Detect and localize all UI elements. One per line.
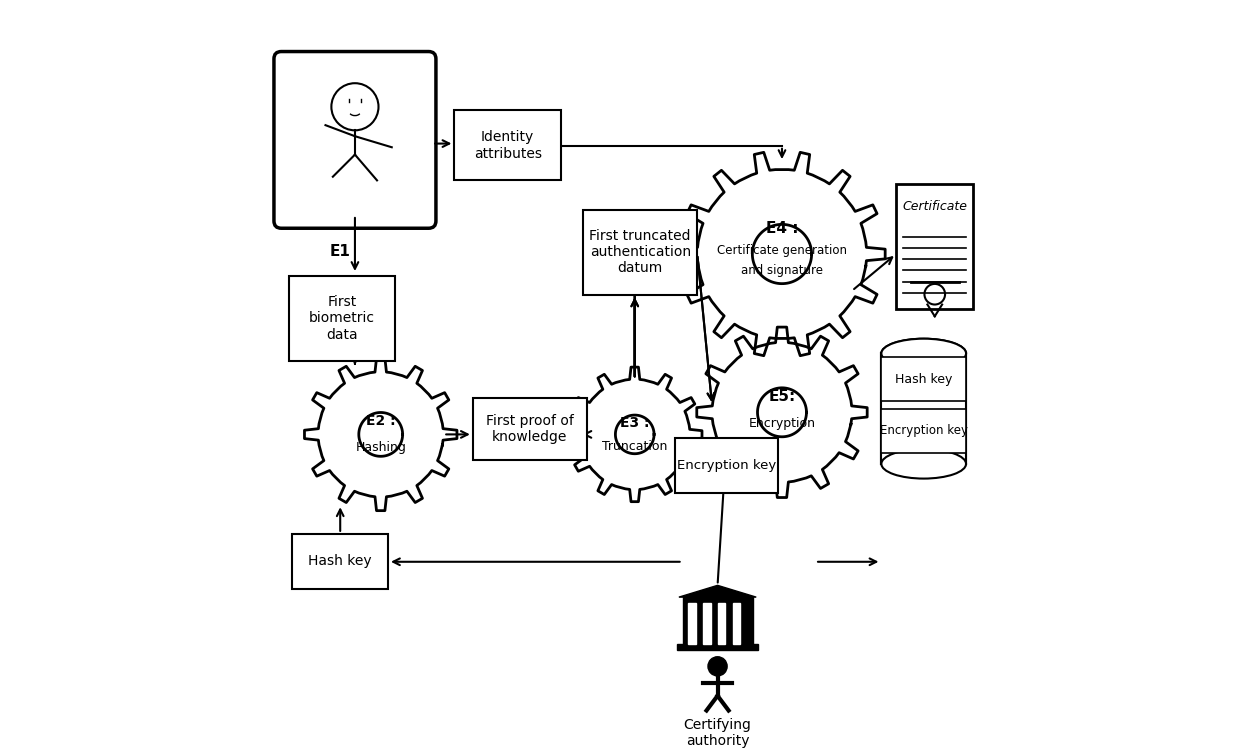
Text: E3 :: E3 : [620, 416, 650, 429]
Ellipse shape [882, 449, 966, 478]
Text: Encryption key: Encryption key [677, 459, 776, 472]
Text: Identity
attributes: Identity attributes [474, 130, 542, 160]
Text: E1: E1 [330, 244, 351, 259]
Text: Truncation: Truncation [603, 440, 667, 453]
Polygon shape [358, 413, 403, 456]
Text: Hashing: Hashing [356, 441, 407, 454]
FancyBboxPatch shape [289, 276, 396, 361]
FancyBboxPatch shape [293, 534, 388, 589]
Text: First proof of
knowledge: First proof of knowledge [486, 414, 574, 444]
FancyBboxPatch shape [676, 438, 779, 493]
Text: Encryption: Encryption [749, 417, 816, 430]
FancyBboxPatch shape [897, 184, 973, 309]
FancyBboxPatch shape [882, 353, 966, 464]
Ellipse shape [882, 338, 966, 368]
Text: E5:: E5: [769, 389, 796, 404]
Polygon shape [615, 415, 653, 453]
Polygon shape [680, 585, 756, 597]
Text: E2 :: E2 : [366, 414, 396, 428]
Polygon shape [678, 153, 885, 356]
Polygon shape [733, 603, 740, 644]
Polygon shape [882, 353, 966, 464]
Text: and signature: and signature [742, 264, 823, 277]
Circle shape [708, 656, 727, 676]
Polygon shape [688, 603, 696, 644]
Text: Hash key: Hash key [309, 554, 372, 569]
FancyBboxPatch shape [583, 210, 697, 295]
Text: First truncated
authentication
datum: First truncated authentication datum [589, 229, 691, 275]
Polygon shape [758, 388, 806, 437]
Polygon shape [703, 603, 711, 644]
Text: Certificate generation: Certificate generation [717, 244, 847, 257]
FancyBboxPatch shape [882, 408, 966, 453]
Text: Hash key: Hash key [895, 373, 952, 386]
Polygon shape [568, 367, 702, 502]
Text: Certificate: Certificate [903, 200, 967, 213]
Ellipse shape [882, 338, 966, 368]
Text: Certifying
authority: Certifying authority [683, 718, 751, 748]
Polygon shape [697, 327, 867, 498]
Text: E4 :: E4 : [766, 221, 799, 235]
Polygon shape [677, 644, 759, 650]
FancyBboxPatch shape [454, 111, 560, 180]
FancyBboxPatch shape [472, 398, 587, 460]
Text: First
biometric
data: First biometric data [309, 296, 374, 341]
Polygon shape [682, 597, 753, 644]
Polygon shape [305, 358, 458, 511]
Polygon shape [753, 224, 812, 284]
FancyBboxPatch shape [274, 52, 436, 229]
Polygon shape [718, 603, 725, 644]
Text: Encryption key: Encryption key [879, 424, 967, 437]
FancyBboxPatch shape [882, 357, 966, 402]
